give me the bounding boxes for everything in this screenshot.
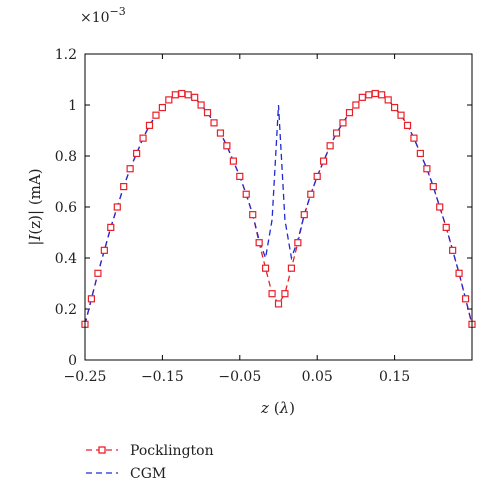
pocklington-point <box>178 89 186 98</box>
pocklington-point <box>384 96 392 104</box>
y-tick-label: 0 <box>68 353 77 369</box>
x-axis-var: z <box>260 399 269 417</box>
y-axis-label: |I(z)| (mA) <box>26 168 44 245</box>
pocklington-point <box>378 91 386 99</box>
legend-label-pocklington: Pocklington <box>130 443 214 459</box>
pocklington-point <box>326 142 334 150</box>
legend-entry-pocklington: Pocklington <box>86 443 214 459</box>
pocklington-point <box>365 91 373 99</box>
pocklington-point <box>126 165 134 173</box>
pocklington-point <box>268 290 276 298</box>
pocklington-point <box>133 149 141 158</box>
legend: Pocklington CGM <box>86 443 214 482</box>
pocklington-point <box>410 134 418 142</box>
legend-marker-pocklington <box>98 446 106 454</box>
pocklington-point <box>455 269 463 277</box>
pocklington-point <box>236 172 244 180</box>
x-tick-label: −0.25 <box>64 369 107 385</box>
y-multiplier-label: ×10−3 <box>80 5 126 26</box>
pocklington-point <box>94 269 102 277</box>
pocklington-point <box>397 111 405 119</box>
pocklington-point <box>113 203 121 211</box>
pocklington-point <box>158 103 166 112</box>
x-tick-label: −0.05 <box>218 369 261 385</box>
pocklington-point <box>210 119 218 127</box>
y-tick-label: 1.2 <box>55 47 77 63</box>
pocklington-point <box>281 290 289 298</box>
y-tick-label: 0.2 <box>55 302 77 318</box>
pocklington-point <box>287 264 296 272</box>
pocklington-point <box>249 211 257 219</box>
y-tick-label: 0.8 <box>55 149 77 165</box>
pocklington-point <box>416 149 424 158</box>
pocklington-point <box>345 109 354 117</box>
pocklington-point <box>371 89 379 98</box>
pocklington-point <box>307 190 315 198</box>
pocklington-point <box>107 223 115 231</box>
x-tick-labels: −0.25 −0.15 −0.05 0.05 0.15 <box>64 369 411 385</box>
pocklington-point <box>436 203 444 211</box>
pocklington-point <box>294 239 302 247</box>
pocklington-point <box>261 264 270 272</box>
plot-series <box>81 89 476 328</box>
x-tick-label: −0.15 <box>141 369 184 385</box>
pocklington-markers <box>81 89 476 328</box>
pocklington-point <box>274 300 283 308</box>
pocklington-point <box>320 157 328 165</box>
pocklington-point <box>171 91 179 99</box>
y-axis-suffix: (z)| (mA) <box>26 168 44 234</box>
x-tick-label: 0.15 <box>379 369 410 385</box>
pocklington-point <box>197 101 205 109</box>
pocklington-point <box>300 211 308 219</box>
pocklington-point <box>255 239 263 247</box>
y-axis-var: I <box>26 234 44 242</box>
y-axis-prefix: | <box>26 241 44 246</box>
legend-entry-cgm: CGM <box>86 466 166 482</box>
y-multiplier-exponent: −3 <box>110 5 126 18</box>
pocklington-point <box>332 129 341 137</box>
y-tick-labels: 0 0.2 0.4 0.6 0.8 1 1.2 <box>55 47 77 369</box>
x-axis-label: z (λ) <box>260 399 295 417</box>
pocklington-point <box>429 183 437 191</box>
pocklington-point <box>139 134 147 142</box>
pocklington-point <box>203 109 212 117</box>
pocklington-point <box>242 190 250 198</box>
pocklington-point <box>152 111 160 119</box>
pocklington-point <box>449 246 457 254</box>
pocklington-point <box>184 91 192 99</box>
x-tick-label: 0.05 <box>302 369 333 385</box>
y-multiplier-base: ×10 <box>80 10 110 26</box>
pocklington-point <box>461 295 470 303</box>
pocklington-point <box>229 157 237 165</box>
y-tick-label: 1 <box>68 98 77 114</box>
pocklington-point <box>442 223 450 231</box>
pocklington-point <box>223 142 231 150</box>
legend-label-cgm: CGM <box>130 466 166 482</box>
y-tick-label: 0.6 <box>55 200 77 216</box>
pocklington-point <box>391 103 399 112</box>
pocklington-point <box>403 121 412 130</box>
pocklington-point <box>352 101 360 109</box>
pocklington-point <box>87 295 96 303</box>
pocklington-point <box>145 121 154 130</box>
pocklington-point <box>339 119 347 127</box>
pocklington-point <box>313 172 321 180</box>
pocklington-point <box>165 96 173 104</box>
plot-frame <box>84 53 473 361</box>
pocklington-point <box>358 93 366 101</box>
pocklington-point <box>100 246 108 254</box>
pocklington-point <box>423 165 431 173</box>
x-axis-unit: λ <box>279 399 290 417</box>
pocklington-point <box>120 183 128 191</box>
pocklington-point <box>191 93 199 101</box>
pocklington-point <box>216 129 225 137</box>
y-tick-label: 0.4 <box>55 251 77 267</box>
